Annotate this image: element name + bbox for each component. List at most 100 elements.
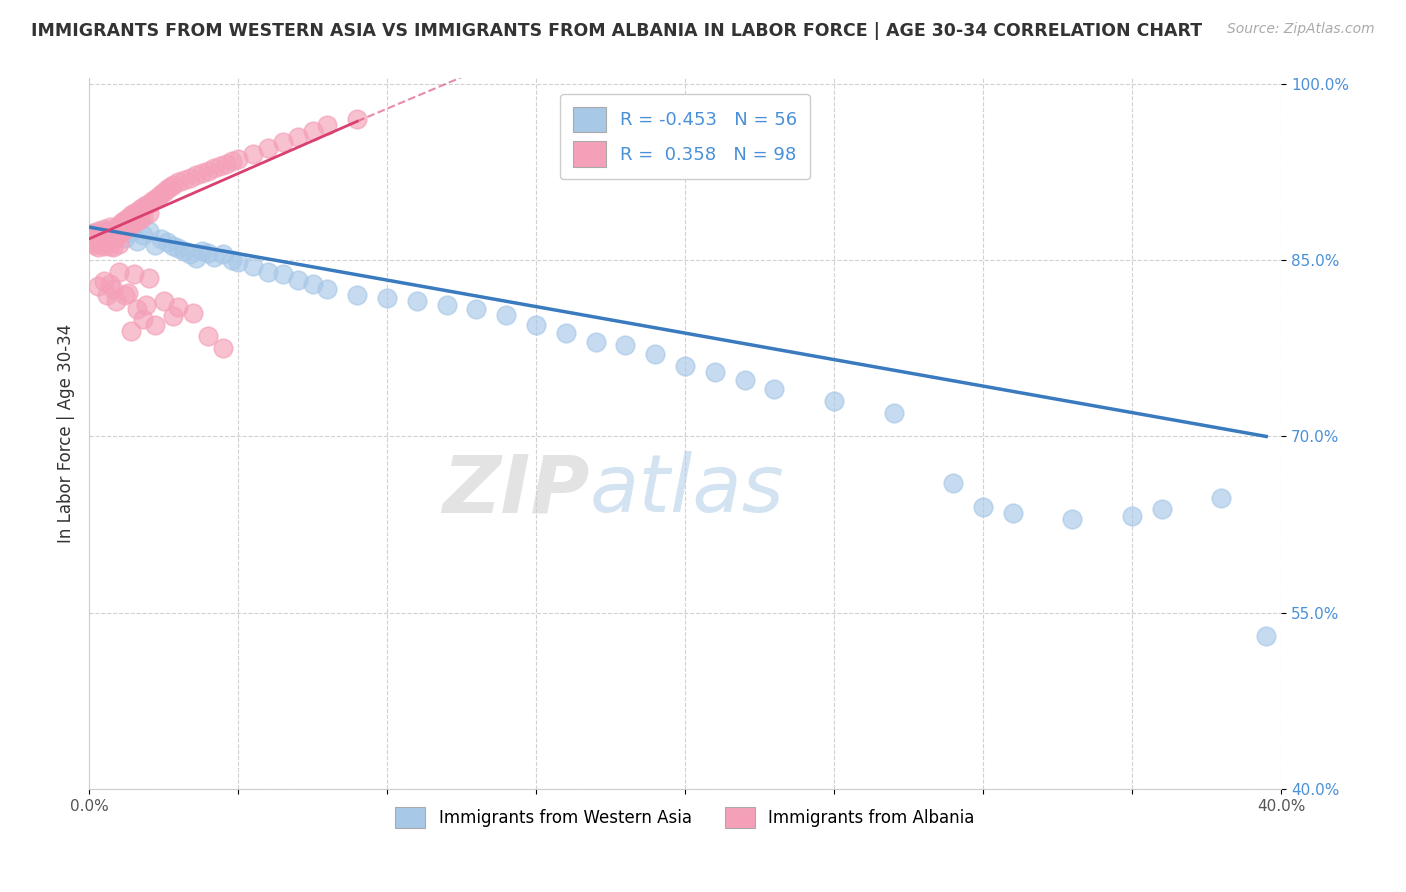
Point	[209, 159, 232, 173]
Point	[1062, 512, 1084, 526]
Point	[585, 335, 607, 350]
Point	[191, 166, 214, 180]
Point	[138, 270, 160, 285]
Point	[125, 214, 148, 228]
Point	[132, 311, 155, 326]
Point	[197, 246, 219, 260]
Point	[734, 373, 756, 387]
Point	[149, 232, 172, 246]
Point	[226, 152, 249, 166]
Point	[197, 329, 219, 343]
Point	[87, 230, 110, 244]
Text: atlas: atlas	[589, 451, 785, 530]
Point	[155, 182, 177, 196]
Point	[242, 147, 264, 161]
Y-axis label: In Labor Force | Age 30-34: In Labor Force | Age 30-34	[58, 324, 75, 543]
Point	[104, 221, 127, 235]
Point	[1121, 509, 1143, 524]
Point	[87, 224, 110, 238]
Point	[90, 227, 112, 242]
Point	[101, 224, 124, 238]
Point	[96, 288, 118, 302]
Point	[101, 230, 124, 244]
Point	[554, 326, 576, 340]
Point	[120, 218, 142, 232]
Point	[186, 251, 208, 265]
Point	[114, 213, 136, 227]
Point	[122, 267, 145, 281]
Point	[186, 169, 208, 183]
Point	[120, 324, 142, 338]
Point	[883, 406, 905, 420]
Text: IMMIGRANTS FROM WESTERN ASIA VS IMMIGRANTS FROM ALBANIA IN LABOR FORCE | AGE 30-: IMMIGRANTS FROM WESTERN ASIA VS IMMIGRAN…	[31, 22, 1202, 40]
Point	[162, 239, 184, 253]
Point	[104, 294, 127, 309]
Point	[96, 234, 118, 248]
Point	[823, 394, 845, 409]
Point	[271, 136, 294, 150]
Point	[257, 141, 280, 155]
Point	[98, 277, 121, 291]
Point	[301, 124, 323, 138]
Point	[152, 294, 174, 309]
Point	[128, 202, 150, 217]
Point	[942, 476, 965, 491]
Point	[108, 236, 131, 251]
Point	[125, 302, 148, 317]
Point	[316, 282, 339, 296]
Point	[117, 220, 139, 235]
Point	[763, 383, 786, 397]
Point	[93, 224, 115, 238]
Point	[183, 306, 205, 320]
Point	[614, 337, 637, 351]
Text: ZIP: ZIP	[443, 451, 589, 530]
Point	[202, 250, 225, 264]
Point	[111, 215, 134, 229]
Point	[108, 227, 131, 242]
Point	[346, 288, 368, 302]
Point	[98, 232, 121, 246]
Point	[287, 273, 309, 287]
Point	[101, 282, 124, 296]
Point	[173, 244, 195, 258]
Point	[143, 192, 166, 206]
Point	[114, 288, 136, 302]
Point	[202, 161, 225, 176]
Point	[215, 156, 238, 170]
Point	[93, 222, 115, 236]
Point	[972, 500, 994, 514]
Legend: Immigrants from Western Asia, Immigrants from Albania: Immigrants from Western Asia, Immigrants…	[388, 801, 981, 834]
Point	[120, 208, 142, 222]
Point	[191, 244, 214, 258]
Point	[108, 265, 131, 279]
Point	[80, 228, 103, 243]
Point	[167, 176, 190, 190]
Point	[155, 235, 177, 250]
Point	[96, 225, 118, 239]
Point	[173, 173, 195, 187]
Point	[436, 298, 458, 312]
Point	[90, 236, 112, 251]
Point	[114, 230, 136, 244]
Point	[98, 239, 121, 253]
Point	[87, 279, 110, 293]
Point	[77, 227, 100, 242]
Point	[93, 239, 115, 253]
Point	[162, 178, 184, 192]
Point	[316, 118, 339, 132]
Point	[108, 227, 131, 242]
Point	[257, 265, 280, 279]
Point	[111, 225, 134, 239]
Point	[132, 200, 155, 214]
Point	[93, 229, 115, 244]
Point	[132, 210, 155, 224]
Point	[179, 247, 201, 261]
Point	[98, 229, 121, 244]
Point	[125, 204, 148, 219]
Point	[1211, 491, 1233, 505]
Point	[271, 267, 294, 281]
Point	[167, 241, 190, 255]
Point	[703, 365, 725, 379]
Point	[77, 234, 100, 248]
Point	[138, 196, 160, 211]
